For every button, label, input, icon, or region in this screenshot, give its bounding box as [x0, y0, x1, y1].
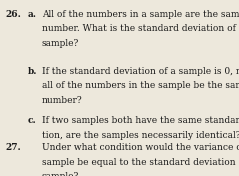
Text: sample be equal to the standard deviation of the: sample be equal to the standard deviatio… [42, 158, 239, 167]
Text: 27.: 27. [5, 143, 21, 152]
Text: 26.: 26. [5, 10, 21, 19]
Text: all of the numbers in the sample be the same: all of the numbers in the sample be the … [42, 81, 239, 90]
Text: If the standard deviation of a sample is 0, must: If the standard deviation of a sample is… [42, 67, 239, 76]
Text: number. What is the standard deviation of the: number. What is the standard deviation o… [42, 24, 239, 33]
Text: tion, are the samples necessarily identical?: tion, are the samples necessarily identi… [42, 131, 239, 140]
Text: Under what condition would the variance of a: Under what condition would the variance … [42, 143, 239, 152]
Text: number?: number? [42, 96, 82, 105]
Text: If two samples both have the same standard devia-: If two samples both have the same standa… [42, 116, 239, 125]
Text: a.: a. [27, 10, 37, 19]
Text: sample?: sample? [42, 39, 79, 48]
Text: sample?: sample? [42, 172, 79, 176]
Text: b.: b. [27, 67, 37, 76]
Text: c.: c. [27, 116, 36, 125]
Text: All of the numbers in a sample are the same: All of the numbers in a sample are the s… [42, 10, 239, 19]
